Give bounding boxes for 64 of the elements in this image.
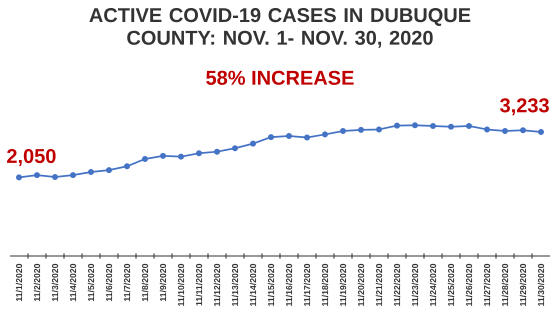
chart-subtitle: 58% INCREASE [206,70,354,85]
point [142,156,148,162]
x-tick-label: 11/3/2020 [52,264,58,302]
point [70,172,76,178]
point [286,132,292,139]
x-tick-label: 11/17/2020 [304,264,310,306]
x-tick-label: 11/25/2020 [448,264,454,306]
x-tick-label: 11/13/2020 [232,264,238,306]
x-tick-label: 11/27/2020 [484,264,490,306]
x-tick-label: 11/10/2020 [178,264,184,306]
point [178,154,184,160]
point [52,174,58,180]
point [484,126,490,132]
chart-title: ACTIVE COVID-19 CASES IN DUBUQUE COUNTY: NOV. 1- NOV. 30, 2020 [89,8,470,48]
point [304,134,310,141]
x-tick-label: 11/26/2020 [466,264,472,306]
x-tick-label: 11/21/2020 [376,264,382,306]
x-tick-label: 11/20/2020 [358,264,364,306]
x-tick-label: 11/9/2020 [160,264,166,302]
point [412,122,418,128]
point [16,174,22,180]
x-tick-label: 11/23/2020 [412,264,418,306]
x-tick-label: 11/28/2020 [502,264,508,306]
x-tick-label: 11/30/2020 [538,264,544,306]
x-tick-label: 11/24/2020 [430,264,436,306]
point [340,128,346,134]
x-tick-label: 11/29/2020 [520,264,526,306]
point [160,152,166,159]
point [214,148,220,155]
point [358,126,364,133]
point [376,126,382,132]
point [34,172,40,178]
point [88,169,94,176]
point [466,123,472,130]
point [502,128,508,134]
point [520,127,526,134]
x-tick-label: 11/18/2020 [322,264,328,306]
point [322,131,328,138]
x-tick-label: 11/1/2020 [16,264,22,302]
x-tick-label: 11/12/2020 [214,264,220,306]
point [448,124,454,130]
point [250,140,256,147]
x-tick-label: 11/16/2020 [286,264,292,306]
point [106,167,112,174]
point [124,163,130,170]
data-label: 2,050 [7,148,56,166]
data-label: 3,233 [500,98,549,116]
x-tick-label: 11/8/2020 [142,264,148,302]
x-tick-label: 11/22/2020 [394,264,400,306]
x-tick-label: 11/19/2020 [340,264,346,306]
point [232,145,238,152]
point [394,122,400,129]
x-tick-label: 11/7/2020 [124,264,130,302]
x-tick-label: 11/6/2020 [106,264,112,302]
point [268,134,274,140]
point [196,150,202,156]
x-tick-label: 11/2/2020 [34,264,40,302]
x-tick-label: 11/11/2020 [196,264,202,306]
x-tick-label: 11/14/2020 [250,264,256,306]
x-tick-label: 11/15/2020 [268,264,274,306]
point [430,123,436,130]
x-tick-label: 11/4/2020 [70,264,76,302]
point [538,129,544,136]
x-tick-label: 11/5/2020 [88,264,94,302]
